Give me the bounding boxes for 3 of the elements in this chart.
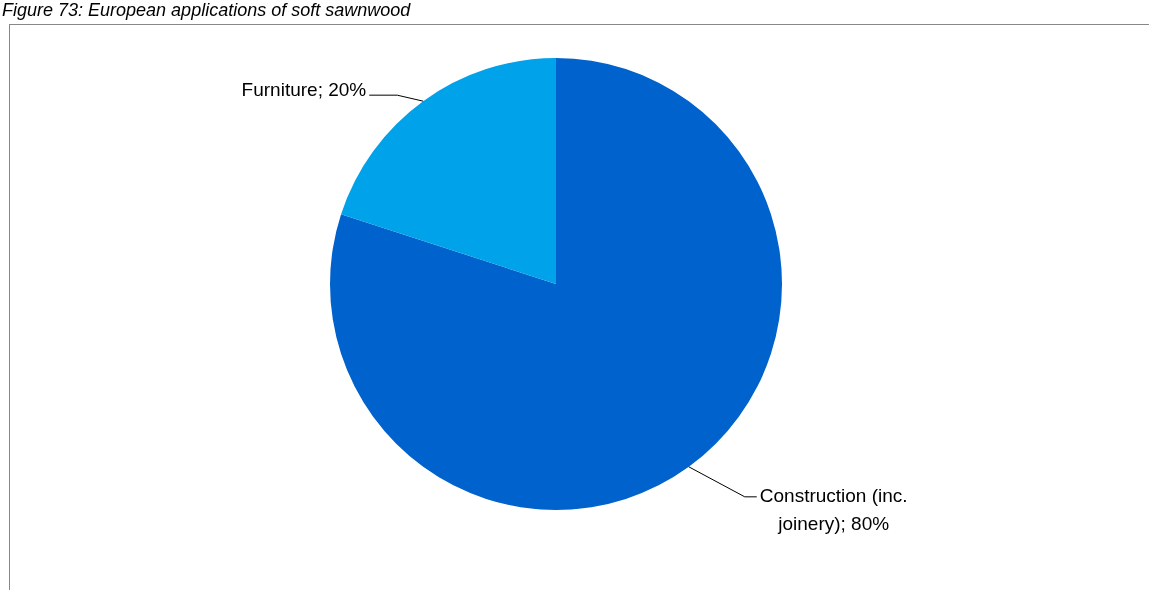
slice-label: Construction (inc. joinery); 80% xyxy=(759,485,908,535)
chart-title: Figure 73: European applications of soft sawnwood xyxy=(2,0,411,21)
slice-label: Furniture; 20% xyxy=(241,79,367,101)
